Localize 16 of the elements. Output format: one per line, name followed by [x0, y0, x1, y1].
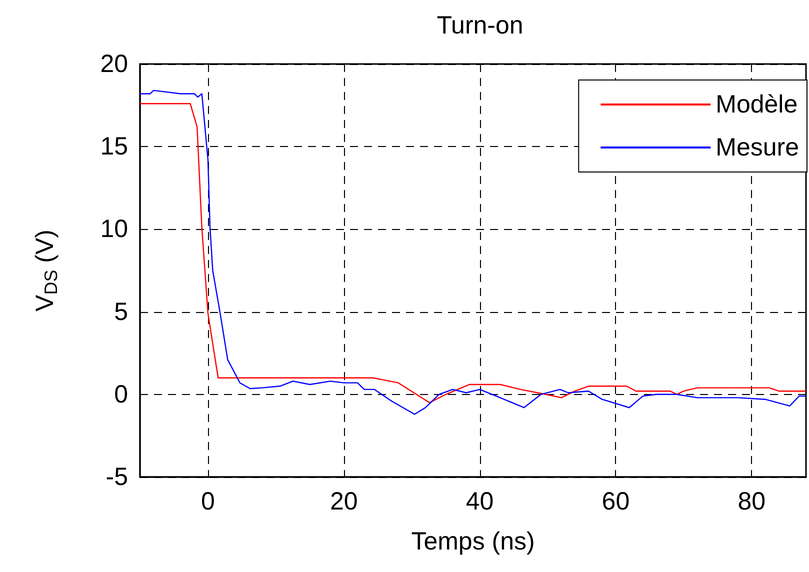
legend-label: Modèle	[716, 90, 798, 118]
x-tick-label: 40	[466, 488, 494, 516]
legend-label: Mesure	[716, 134, 800, 162]
y-tick-label: 0	[114, 380, 128, 408]
y-axis-title: VDS (V)	[31, 230, 61, 312]
y-tick-label: -5	[106, 463, 128, 491]
chart-title: Turn-on	[436, 12, 524, 40]
y-tick-label: 15	[100, 132, 128, 161]
y-tick-label: 20	[100, 50, 128, 78]
x-tick-label: 80	[738, 488, 766, 516]
y-tick-label: 10	[100, 215, 128, 244]
x-tick-label: 0	[201, 488, 215, 516]
x-axis-title: Temps (ns)	[411, 528, 535, 556]
y-tick-label: 5	[114, 298, 128, 326]
x-tick-label: 60	[602, 488, 630, 516]
x-tick-label: 20	[330, 488, 358, 516]
